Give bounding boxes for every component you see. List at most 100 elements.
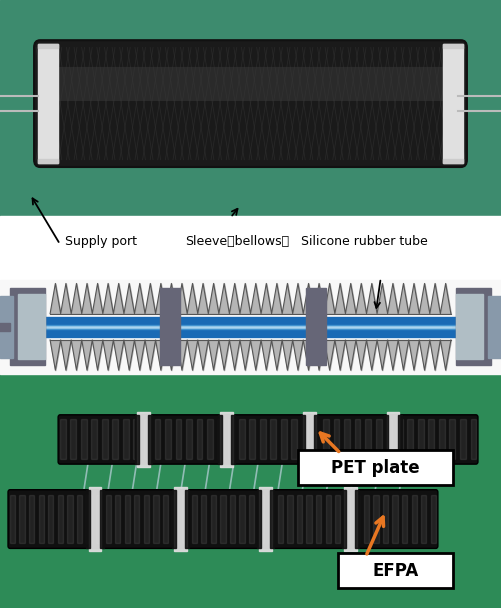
Bar <box>259 495 264 544</box>
Bar <box>86 490 90 548</box>
Bar <box>176 420 181 460</box>
Bar <box>18 294 45 359</box>
Bar <box>211 495 216 544</box>
Bar <box>77 495 82 544</box>
Bar <box>334 420 339 460</box>
Bar <box>201 495 206 544</box>
Bar <box>220 495 225 544</box>
Bar <box>260 420 266 460</box>
Bar <box>217 415 221 463</box>
Bar <box>38 44 58 48</box>
Bar <box>412 495 417 544</box>
Bar <box>249 420 255 460</box>
FancyBboxPatch shape <box>8 489 438 548</box>
Bar <box>270 490 274 548</box>
Bar <box>38 44 58 163</box>
Bar <box>100 490 104 548</box>
Bar <box>228 420 234 460</box>
Bar <box>335 495 340 544</box>
Bar <box>134 495 139 544</box>
Bar <box>163 495 168 544</box>
Bar <box>230 495 235 544</box>
Bar <box>342 490 346 548</box>
Bar <box>182 495 187 544</box>
Bar <box>439 420 445 460</box>
Bar <box>89 487 101 551</box>
Bar <box>174 487 186 551</box>
Bar <box>488 296 501 358</box>
Bar <box>0 280 501 374</box>
Bar <box>397 420 403 460</box>
Text: Supply port: Supply port <box>65 235 137 248</box>
Bar <box>81 420 87 460</box>
Bar <box>20 495 25 544</box>
Bar <box>373 495 379 544</box>
Bar <box>292 420 297 460</box>
Bar <box>407 420 413 460</box>
Bar <box>106 495 111 544</box>
Bar <box>10 317 491 325</box>
Bar <box>386 420 392 460</box>
Bar <box>316 495 321 544</box>
Bar <box>171 490 175 548</box>
Bar <box>456 294 483 359</box>
Bar <box>402 495 407 544</box>
Bar <box>443 159 463 163</box>
Bar <box>301 415 305 463</box>
Text: Sleeve（bellows）: Sleeve（bellows） <box>185 235 290 248</box>
Bar <box>186 420 192 460</box>
Bar <box>220 412 232 466</box>
Bar <box>297 495 302 544</box>
Bar <box>392 495 398 544</box>
Bar <box>10 288 45 365</box>
Bar <box>460 420 466 460</box>
Text: PET plate: PET plate <box>332 458 420 477</box>
Bar <box>345 495 350 544</box>
Text: EFPA: EFPA <box>373 562 419 579</box>
Bar <box>91 420 97 460</box>
Bar <box>10 325 491 329</box>
Bar <box>249 495 255 544</box>
Bar <box>0 296 13 358</box>
Bar <box>197 420 202 460</box>
Bar <box>355 490 359 548</box>
FancyBboxPatch shape <box>298 451 453 485</box>
Bar <box>307 495 312 544</box>
Bar <box>302 420 308 460</box>
Bar <box>0 216 501 280</box>
Bar <box>313 420 318 460</box>
Bar <box>154 420 160 460</box>
Bar <box>383 495 388 544</box>
Bar <box>344 420 350 460</box>
Bar <box>125 495 130 544</box>
Bar <box>165 420 171 460</box>
Bar <box>364 495 369 544</box>
Bar <box>257 490 261 548</box>
Bar <box>0 374 501 608</box>
Bar <box>10 329 491 337</box>
Bar <box>10 495 15 544</box>
Bar <box>397 415 401 463</box>
Bar <box>148 415 152 463</box>
Bar <box>239 495 244 544</box>
Bar <box>160 288 180 365</box>
Bar <box>231 415 235 463</box>
FancyBboxPatch shape <box>58 415 478 464</box>
Bar <box>218 420 223 460</box>
Bar <box>29 495 34 544</box>
Bar <box>306 288 326 365</box>
Bar <box>185 490 189 548</box>
Bar <box>38 159 58 163</box>
Bar <box>144 420 150 460</box>
Bar <box>102 420 108 460</box>
Bar <box>470 420 476 460</box>
Bar <box>287 495 293 544</box>
FancyBboxPatch shape <box>34 40 467 167</box>
Bar <box>60 420 66 460</box>
Bar <box>344 487 357 551</box>
Bar <box>354 495 360 544</box>
Bar <box>365 420 371 460</box>
Bar <box>0 323 10 331</box>
Bar <box>456 288 491 365</box>
Bar <box>281 420 287 460</box>
